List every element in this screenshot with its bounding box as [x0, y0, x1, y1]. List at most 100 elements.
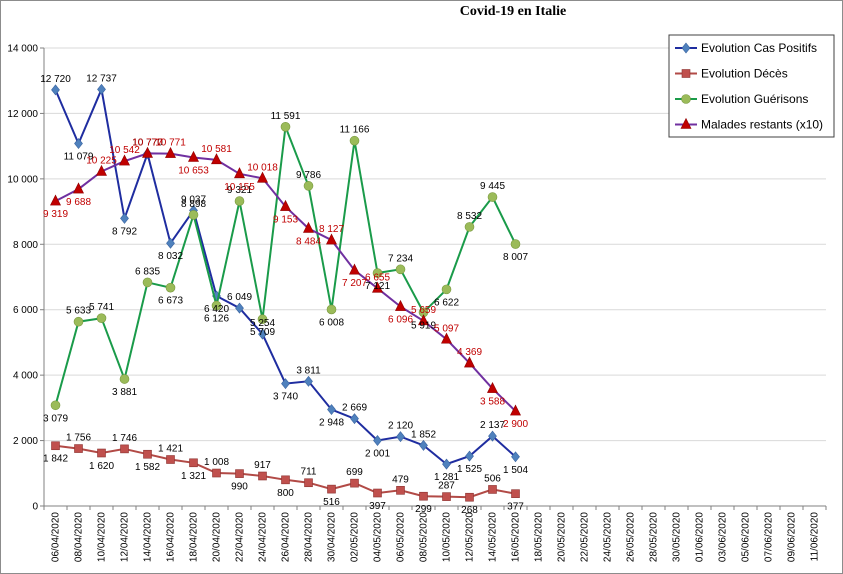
x-tick-label: 05/06/2020 — [741, 512, 752, 562]
legend-label-evolution-gu-risons: Evolution Guérisons — [701, 92, 808, 106]
data-point-malades-restants-x10 — [96, 164, 107, 176]
data-point-evolution-gu-risons — [50, 400, 61, 411]
data-label-malades-restants-x10: 6 096 — [388, 315, 413, 326]
data-point-evolution-gu-risons — [73, 316, 84, 327]
data-label-evolution-cas-positifs: 2 669 — [342, 403, 367, 414]
data-point-evolution-d-c-s — [373, 488, 382, 498]
data-point-evolution-cas-positifs — [166, 237, 175, 249]
y-axis: 0 2 000 4 000 6 000 8 000 10 000 12 000 14 000 — [7, 44, 45, 513]
legend-marker-evolution-gu-risons — [681, 94, 691, 104]
data-label-evolution-gu-risons: 6 008 — [319, 317, 344, 328]
data-point-evolution-gu-risons — [510, 239, 521, 249]
data-point-evolution-d-c-s — [212, 468, 221, 478]
data-label-evolution-d-c-s: 699 — [346, 467, 363, 478]
data-point-malades-restants-x10 — [73, 182, 84, 194]
data-point-evolution-cas-positifs — [74, 138, 83, 150]
data-point-malades-restants-x10 — [395, 299, 406, 311]
x-tick-label: 14/04/2020 — [143, 512, 154, 562]
data-point-evolution-d-c-s — [74, 444, 83, 453]
data-point-evolution-gu-risons — [280, 122, 291, 132]
data-point-evolution-gu-risons — [326, 304, 337, 315]
x-tick-label: 28/04/2020 — [304, 512, 315, 562]
y-tick-label: 8 000 — [13, 240, 38, 251]
data-point-evolution-gu-risons — [372, 268, 383, 278]
data-point-evolution-cas-positifs — [51, 84, 60, 96]
y-tick-label: 0 — [32, 502, 38, 513]
x-tick-label: 22/04/2020 — [235, 512, 246, 562]
data-label-malades-restants-x10: 8 127 — [319, 224, 344, 235]
data-point-evolution-d-c-s — [189, 458, 198, 468]
data-point-evolution-cas-positifs — [304, 375, 313, 387]
x-tick-label: 12/05/2020 — [465, 512, 476, 562]
data-label-evolution-cas-positifs: 6 049 — [227, 292, 252, 303]
data-label-evolution-cas-positifs: 2 137 — [480, 420, 505, 431]
data-label-evolution-cas-positifs: 8 792 — [112, 226, 137, 237]
data-point-evolution-d-c-s — [327, 484, 336, 494]
y-tick-label: 10 000 — [7, 174, 38, 185]
data-label-malades-restants-x10: 10 653 — [178, 165, 209, 176]
x-tick-label: 14/05/2020 — [488, 512, 499, 562]
data-label-evolution-d-c-s: 917 — [254, 460, 271, 471]
data-point-malades-restants-x10 — [119, 154, 130, 166]
data-label-evolution-cas-positifs: 2 001 — [365, 449, 390, 460]
data-label-evolution-d-c-s: 506 — [484, 473, 501, 484]
data-label-malades-restants-x10: 10 581 — [201, 144, 232, 155]
data-point-malades-restants-x10 — [165, 146, 176, 158]
data-point-evolution-cas-positifs — [488, 430, 497, 442]
legend-box — [668, 34, 835, 138]
data-point-evolution-cas-positifs — [419, 439, 428, 451]
data-label-evolution-cas-positifs: 12 720 — [40, 74, 71, 85]
data-label-evolution-gu-risons: 5 633 — [66, 306, 91, 317]
data-point-evolution-cas-positifs — [442, 458, 451, 470]
data-point-evolution-d-c-s — [465, 492, 474, 502]
x-tick-label: 03/06/2020 — [718, 512, 729, 562]
data-label-evolution-cas-positifs: 11 079 — [64, 152, 94, 163]
data-label-malades-restants-x10: 6 655 — [365, 272, 390, 283]
x-tick-label: 20/04/2020 — [212, 512, 223, 562]
data-label-evolution-gu-risons: 9 445 — [480, 181, 505, 192]
data-label-evolution-gu-risons: 8 007 — [503, 252, 528, 263]
data-point-evolution-gu-risons — [464, 222, 475, 232]
legend-label-evolution-d-c-s: Evolution Décès — [701, 67, 788, 81]
data-label-evolution-gu-risons: 6 673 — [158, 296, 183, 307]
data-label-evolution-cas-positifs: 12 737 — [86, 73, 117, 84]
data-point-malades-restants-x10 — [280, 199, 291, 211]
data-point-evolution-gu-risons — [188, 210, 199, 220]
data-point-malades-restants-x10 — [234, 167, 245, 179]
x-tick-label: 01/06/2020 — [695, 512, 706, 562]
data-point-evolution-cas-positifs — [511, 451, 520, 463]
data-label-evolution-d-c-s: 1 582 — [135, 462, 160, 473]
data-point-evolution-cas-positifs — [258, 328, 267, 340]
data-label-evolution-d-c-s: 1 321 — [181, 471, 206, 482]
data-point-malades-restants-x10 — [510, 404, 521, 416]
data-label-evolution-d-c-s: 990 — [231, 482, 248, 493]
data-label-evolution-cas-positifs: 9 037 — [181, 194, 206, 205]
data-label-evolution-cas-positifs: 5 254 — [250, 318, 275, 329]
data-point-evolution-gu-risons — [395, 264, 406, 275]
data-label-evolution-d-c-s: 800 — [277, 488, 294, 499]
data-point-evolution-d-c-s — [488, 485, 497, 494]
data-label-evolution-gu-risons: 7 121 — [365, 281, 390, 292]
data-point-evolution-cas-positifs — [235, 302, 244, 314]
y-tick-label: 2 000 — [13, 436, 38, 447]
x-tick-label: 11/06/2020 — [810, 512, 821, 562]
data-point-evolution-d-c-s — [304, 478, 313, 488]
data-label-malades-restants-x10: 3 588 — [480, 397, 505, 408]
data-label-evolution-d-c-s: 299 — [415, 504, 432, 515]
data-label-malades-restants-x10: 10 155 — [224, 182, 255, 193]
data-label-malades-restants-x10: 5 659 — [411, 305, 436, 316]
data-label-evolution-gu-risons: 3 881 — [112, 387, 137, 398]
data-label-evolution-d-c-s: 1 842 — [43, 454, 68, 465]
data-point-evolution-gu-risons — [96, 313, 107, 323]
data-point-evolution-gu-risons — [257, 314, 268, 325]
data-point-malades-restants-x10 — [50, 194, 61, 206]
x-tick-label: 10/04/2020 — [97, 512, 108, 562]
data-point-evolution-d-c-s — [396, 486, 405, 495]
legend: Evolution Cas Positifs Evolution Décès Evo… — [668, 34, 835, 138]
data-point-malades-restants-x10 — [142, 146, 153, 158]
data-point-malades-restants-x10 — [326, 233, 337, 245]
x-tick-label: 08/04/2020 — [74, 512, 85, 562]
data-label-evolution-d-c-s: 1 756 — [66, 433, 91, 444]
x-tick-label: 06/04/2020 — [51, 512, 62, 562]
data-point-evolution-d-c-s — [120, 444, 129, 454]
